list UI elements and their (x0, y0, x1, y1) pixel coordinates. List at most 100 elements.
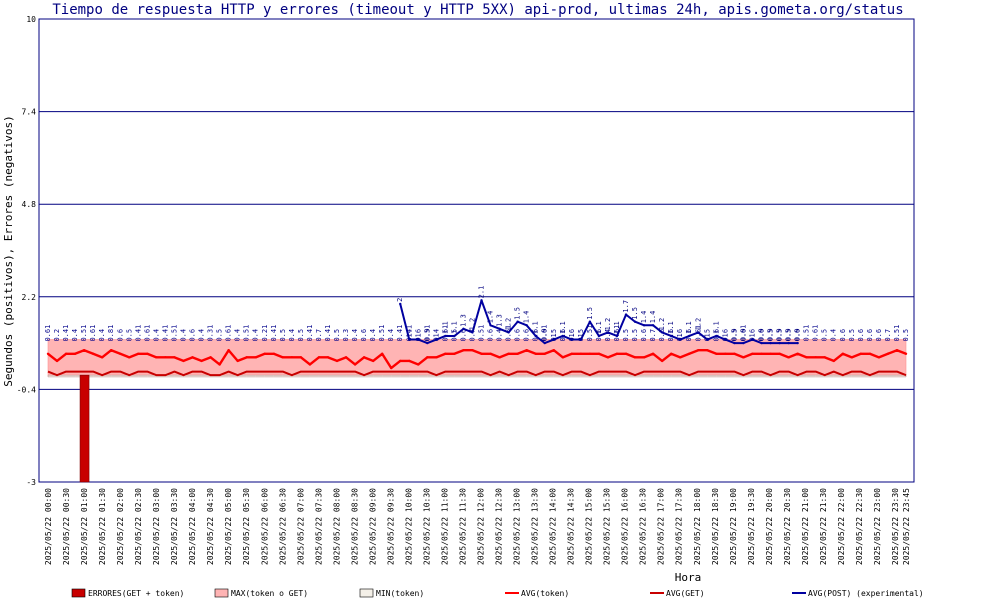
avg-token-data-label: 0.5 (550, 329, 558, 342)
avg-token-data-label: 0.61 (739, 325, 747, 342)
avg-post-point (543, 341, 546, 345)
avg-token-data-label: 0.6 (839, 329, 847, 342)
avg-post-point (525, 324, 528, 327)
avg-token-point (119, 352, 122, 355)
avg-token-data-label: 0.6 (866, 329, 874, 342)
chart-title: Tiempo de respuesta HTTP y errores (time… (52, 2, 903, 18)
avg-post-point (733, 341, 736, 345)
avg-token-point (724, 352, 727, 355)
avg-token-point (435, 356, 438, 359)
avg-token-data-label: 0.31 (207, 325, 215, 342)
avg-post-data-label: 1 (414, 333, 422, 337)
x-tick-label: 2025/05/22 23:30 (891, 488, 900, 565)
avg-token-data-label: 0.51 (423, 325, 431, 342)
avg-post-point (561, 334, 564, 338)
avg-token-data-label: 0.6 (640, 329, 648, 342)
avg-token-point (272, 352, 275, 355)
avg-token-data-label: 0.5 (577, 329, 585, 342)
avg-token-data-label: 0.7 (884, 329, 892, 342)
avg-token-data-label: 0.5 (297, 329, 305, 342)
x-tick-label: 2025/05/22 08:30 (350, 488, 359, 565)
avg-post-point (417, 338, 420, 341)
avg-token-data-label: 0.51 (80, 325, 88, 342)
avg-token-point (164, 356, 167, 359)
avg-token-data-label: 0.6 (794, 329, 802, 342)
avg-token-data-label: 0.41 (396, 325, 404, 342)
avg-token-data-label: 0.61 (613, 325, 621, 342)
avg-token-point (904, 352, 908, 355)
avg-token-data-label: 0.4 (288, 329, 296, 342)
avg-post-data-label: 1 (432, 333, 440, 337)
avg-token-point (353, 363, 357, 366)
x-tick-label: 2025/05/22 08:00 (332, 488, 341, 565)
x-tick-label: 2025/05/22 11:30 (458, 488, 467, 565)
avg-token-data-label: 0.51 (170, 325, 178, 342)
x-tick-label: 2025/05/22 20:30 (783, 488, 792, 565)
legend-label: AVG(POST) (experimental) (808, 589, 924, 598)
avg-post-data-label: 1.2 (658, 318, 666, 331)
avg-post-data-label: 1.5 (586, 307, 594, 320)
avg-post-point (471, 331, 474, 334)
avg-token-data-label: 0.5 (767, 329, 775, 342)
avg-token-data-label: 0.41 (270, 325, 278, 342)
avg-token-data-label: 0.6 (721, 329, 729, 342)
avg-token-point (480, 352, 483, 355)
avg-token-point (561, 356, 564, 359)
x-tick-label: 2025/05/22 22:30 (855, 488, 864, 565)
legend-swatch (359, 588, 374, 598)
avg-token-point (543, 352, 546, 355)
avg-token-point (796, 352, 799, 355)
avg-token-data-label: 0.41 (161, 325, 169, 342)
x-tick-label: 2025/05/22 15:30 (603, 488, 612, 565)
y-tick-label: 10 (26, 15, 36, 24)
avg-token-data-label: 0.4 (179, 329, 187, 342)
avg-token-point (516, 352, 519, 355)
y-tick-label: 2.2 (22, 293, 37, 302)
avg-post-data-label: 0.9 (794, 328, 802, 341)
avg-post-data-label: 1 (577, 333, 585, 337)
avg-token-point (317, 356, 321, 359)
avg-post-point (651, 324, 655, 327)
avg-token-point (787, 356, 790, 359)
avg-post-data-label: 1.3 (459, 314, 467, 327)
avg-post-data-label: 1.4 (640, 311, 648, 324)
avg-post-point (778, 341, 781, 345)
avg-token-point (399, 359, 402, 363)
avg-post-point (633, 320, 637, 323)
avg-token-data-label: 0.6 (360, 329, 368, 342)
avg-token-data-label: 0.3 (342, 329, 350, 342)
avg-token-data-label: 0.5 (631, 329, 639, 342)
avg-token-point (552, 349, 555, 352)
avg-post-data-label: 1.1 (405, 325, 413, 338)
avg-post-data-label: 1.1 (667, 321, 675, 334)
avg-token-point (570, 352, 574, 355)
x-tick-label: 2025/05/22 02:30 (134, 488, 143, 565)
avg-token-data-label: 0.4 (830, 329, 838, 342)
avg-token-point (281, 356, 285, 359)
avg-token-point (91, 352, 95, 355)
avg-token-data-label: 0.4 (198, 329, 206, 342)
avg-post-point (615, 334, 619, 338)
avg-token-data-label: 0.81 (107, 325, 115, 342)
avg-token-data-label: 0.4 (98, 329, 106, 342)
x-tick-label: 2025/05/22 12:30 (495, 488, 504, 565)
avg-post-point (796, 341, 799, 345)
avg-post-point (435, 338, 438, 341)
avg-token-data-label: 0.51 (586, 325, 594, 342)
avg-post-point (579, 338, 583, 341)
avg-token-point (688, 352, 691, 355)
avg-token-point (64, 352, 68, 355)
x-tick-label: 2025/05/22 01:00 (80, 488, 89, 565)
avg-post-point (408, 338, 411, 341)
avg-post-data-label: 1.2 (505, 318, 513, 331)
x-tick-label: 2025/05/22 07:00 (296, 488, 305, 565)
legend-swatch (71, 588, 86, 598)
x-tick-label: 2025/05/22 16:30 (639, 488, 648, 565)
avg-post-point (660, 331, 664, 334)
avg-post-data-label: 1 (550, 333, 558, 337)
avg-token-point (100, 356, 104, 359)
x-tick-label: 2025/05/22 02:00 (116, 488, 125, 565)
avg-post-data-label: 0.9 (739, 328, 747, 341)
avg-token-point (182, 359, 185, 363)
avg-token-point (679, 356, 682, 359)
